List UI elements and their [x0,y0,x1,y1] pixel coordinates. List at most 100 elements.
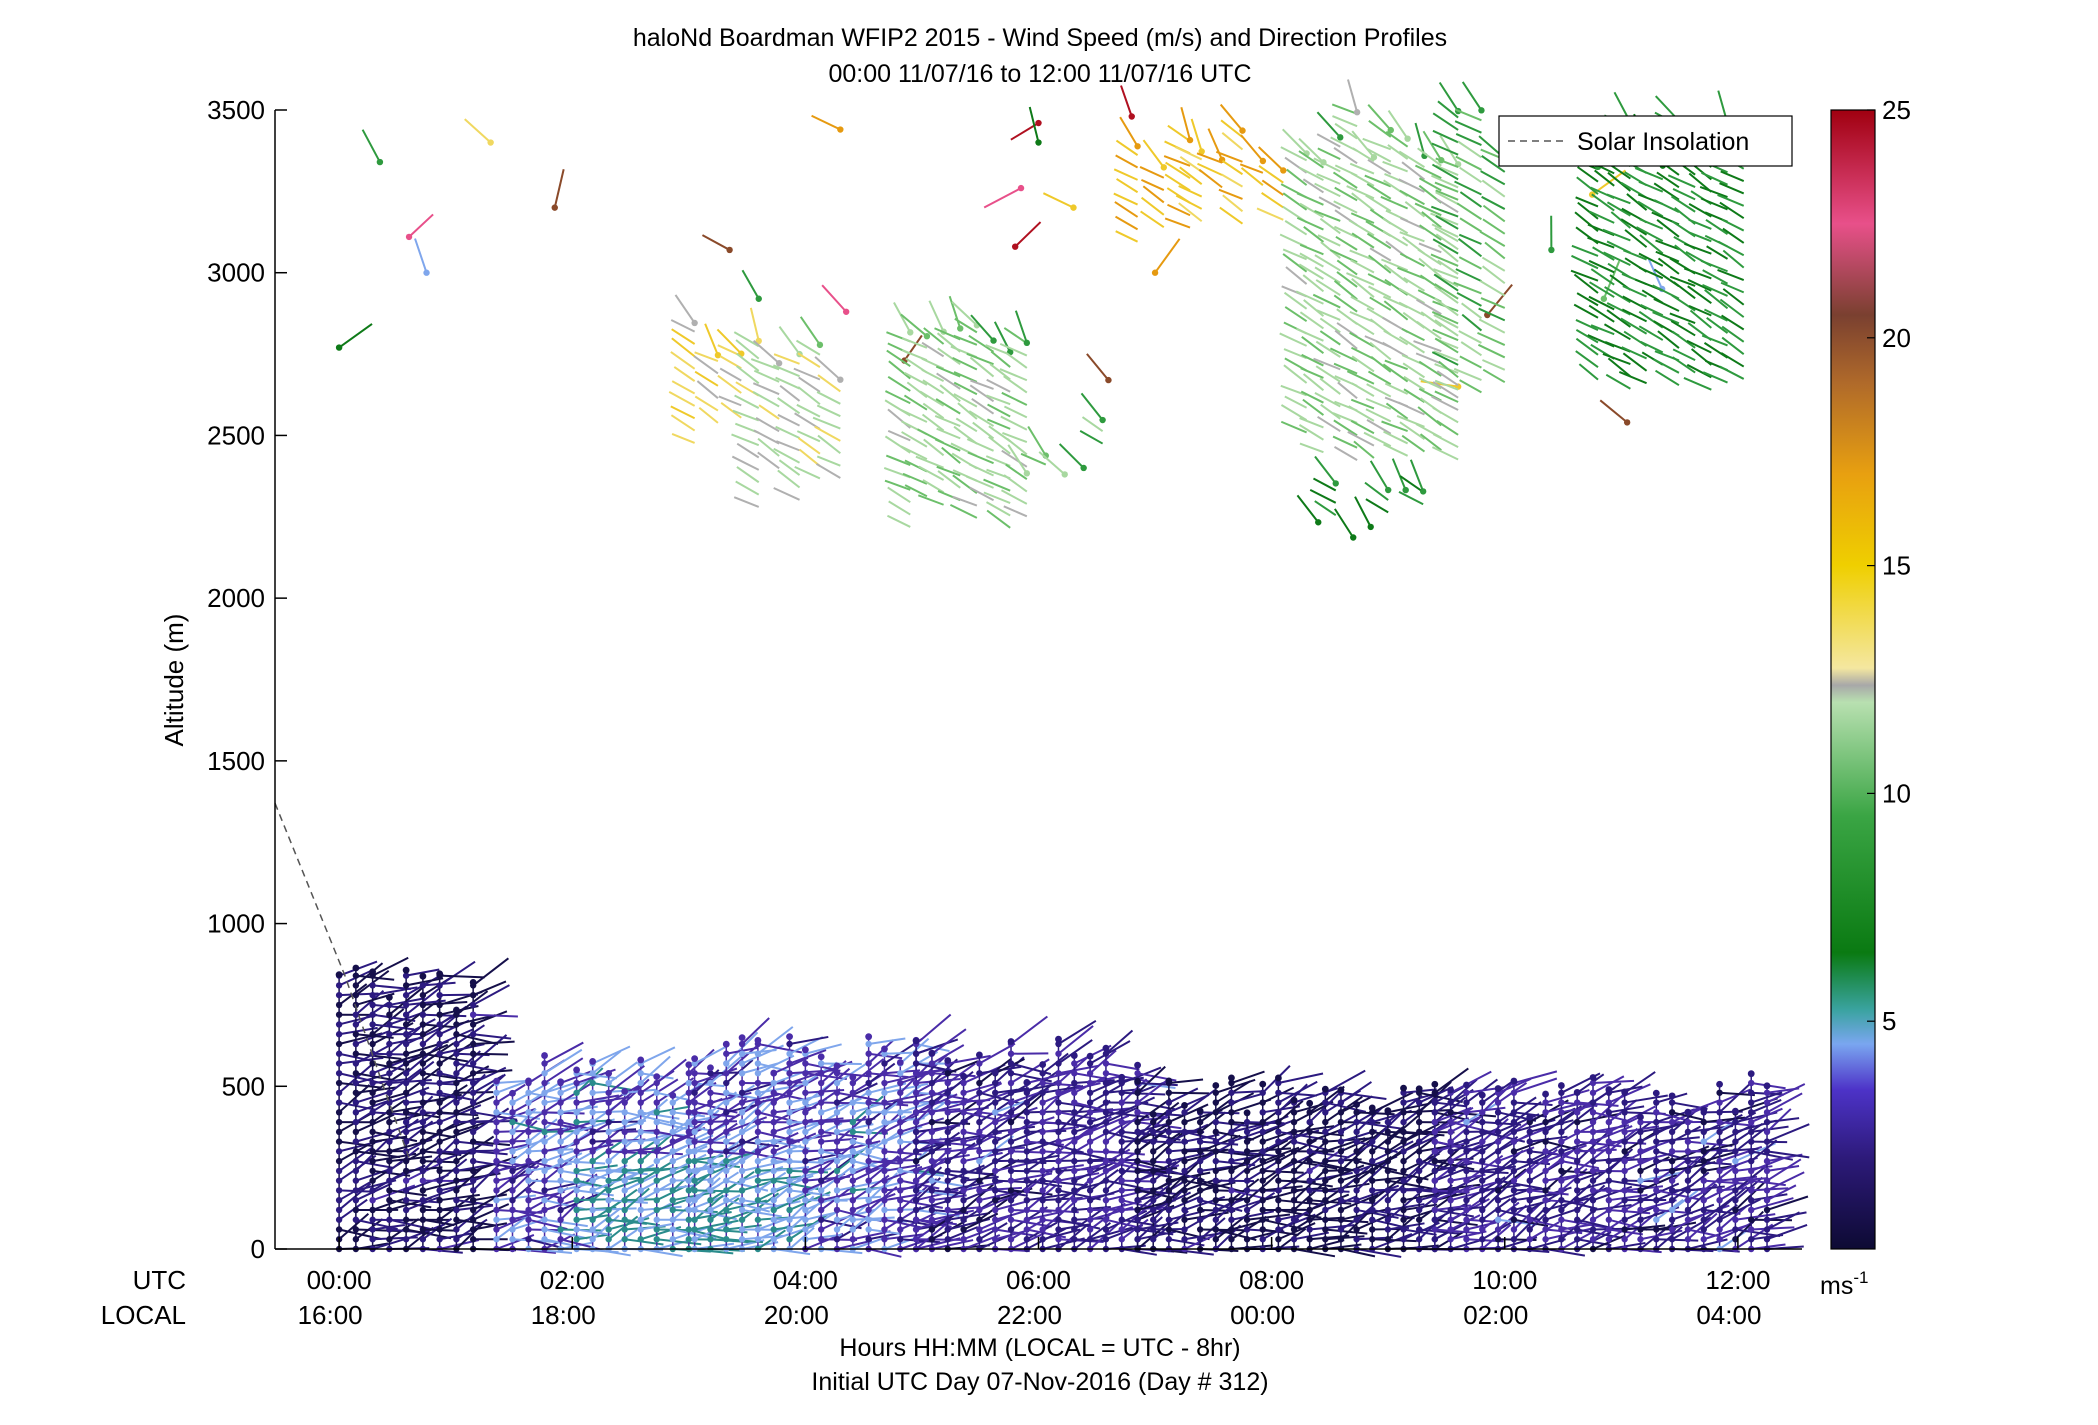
lower-wind-barb-dot [669,1148,676,1155]
lower-wind-barb-dot [1447,1109,1454,1116]
lower-wind-barb-dot [1212,1148,1220,1155]
lower-profile-top-dot [1478,1091,1486,1099]
lower-wind-barb-dot [1134,1099,1141,1106]
upper-wind-barb [773,447,801,464]
upper-wind-barb [1721,218,1745,232]
lower-wind-barb-dot [605,1157,612,1165]
lower-wind-barb-dot [1384,1216,1392,1223]
lower-wind-barb-dot [802,1148,809,1155]
lower-wind-barb-dot [1479,1109,1486,1116]
lower-wind-barb [947,1054,991,1065]
lower-wind-barb-dot [653,1226,660,1233]
upper-wind-barb-dot [1623,419,1631,426]
lower-wind-barb-dot [335,1001,343,1009]
lower-wind-barb-dot [944,1177,951,1184]
lower-wind-barb-dot [1039,1128,1046,1136]
upper-wind-barb [1178,202,1203,223]
upper-wind-barb [671,337,696,358]
lower-wind-barb [868,1037,906,1045]
lower-wind-barb-dot [1165,1187,1173,1194]
lower-wind-barb-dot [453,1109,460,1116]
upper-wind-barb [1351,232,1375,249]
lower-wind-barb-dot [992,1206,999,1214]
upper-wind-barb [1403,388,1425,403]
lower-wind-barb [884,1163,920,1172]
lower-wind-barb-dot [419,1138,427,1145]
lower-wind-barb-dot [1573,1196,1581,1204]
upper-wind-barb [1302,398,1325,416]
lower-wind-barb-dot [573,1128,580,1136]
upper-wind-barb-top-dot [1370,154,1378,161]
lower-wind-barb-dot [865,1157,872,1165]
upper-wind-barb [921,341,945,358]
lower-wind-barb-dot [369,991,376,999]
lower-wind-barb [672,1121,712,1132]
lower-wind-barb [1434,1208,1474,1218]
lower-wind-barb [355,1072,395,1082]
lower-wind-barb-dot [1463,1236,1470,1243]
lower-wind-barb-dot [1275,1148,1282,1155]
lower-wind-barb-dot [865,1128,872,1136]
lower-wind-barb-dot [685,1157,693,1165]
lower-wind-barb-dot [1322,1216,1329,1223]
upper-wind-barb-top-dot [1350,534,1357,541]
upper-wind-barb-top [1298,137,1325,164]
lower-wind-barb-dot [960,1079,967,1087]
lower-wind-barb [1387,1203,1425,1211]
lower-wind-barb-dot [1510,1128,1518,1136]
lower-wind-barb [1168,1171,1204,1201]
lower-wind-barb [1215,1224,1242,1250]
lower-wind-barb-dot [912,1060,920,1067]
lower-wind-barb-dot [723,1236,730,1243]
lower-wind-barb-dot [685,1216,693,1223]
lower-wind-barb-dot [1763,1167,1771,1175]
upper-wind-barb [752,390,780,408]
lower-wind-barb-dot [944,1206,951,1214]
lower-wind-barb-dot [1102,1216,1110,1223]
lower-wind-barb-dot [738,1206,746,1214]
upper-wind-barb [1688,218,1712,230]
lower-wind-barb-dot [1510,1138,1518,1145]
lower-wind-barb-dot [1150,1236,1157,1243]
upper-wind-barb [969,486,995,502]
upper-wind-barb-top [752,339,780,364]
lower-wind-barb-dot [944,1216,951,1223]
lower-wind-barb-dot [1023,1128,1031,1136]
lower-profile-top-dot [896,1059,904,1066]
lower-wind-barb-dot [1558,1236,1565,1243]
lower-wind-barb-dot [637,1187,644,1194]
upper-wind-barb [1283,348,1307,360]
lower-wind-barb [994,1106,1038,1124]
lower-wind-barb-dot [1102,1128,1110,1136]
lower-wind-barb-dot [1181,1157,1188,1165]
lower-wind-barb-dot [541,1177,548,1184]
lower-wind-barb [496,1142,532,1153]
upper-wind-barb [671,328,696,345]
lower-wind-barb [422,1091,463,1100]
lower-wind-barb-dot [653,1206,660,1214]
upper-wind-barb [1319,317,1341,334]
lower-wind-barb-dot [928,1109,936,1116]
lower-wind-barb-dot [1259,1236,1266,1243]
upper-wind-barb [1454,108,1482,122]
lower-wind-barb-dot [1039,1157,1046,1165]
upper-wind-barb [1431,142,1459,156]
lower-wind-barb-dot [1212,1206,1220,1214]
lower-wind-barb-dot [621,1128,628,1136]
lower-profile-top-dot [770,1069,778,1077]
lower-wind-barb-dot [1150,1187,1157,1194]
lower-wind-barb-dot [1384,1226,1392,1233]
lower-profile-top-dot [722,1040,730,1048]
lower-wind-barb-dot [493,1177,500,1184]
lower-wind-barb-dot [605,1196,612,1204]
lower-wind-barb-dot [786,1196,793,1204]
lower-wind-barb-dot [557,1216,564,1223]
upper-wind-barb [1430,212,1459,226]
lower-wind-barb-dot [1055,1138,1062,1145]
upper-wind-barb [1164,217,1191,229]
lower-wind-barb-dot [1337,1157,1345,1165]
lower-wind-barb-dot [386,1001,393,1009]
lower-wind-barb-dot [1400,1109,1407,1116]
lower-wind-barb [1168,1162,1199,1192]
upper-wind-barb [816,455,841,467]
